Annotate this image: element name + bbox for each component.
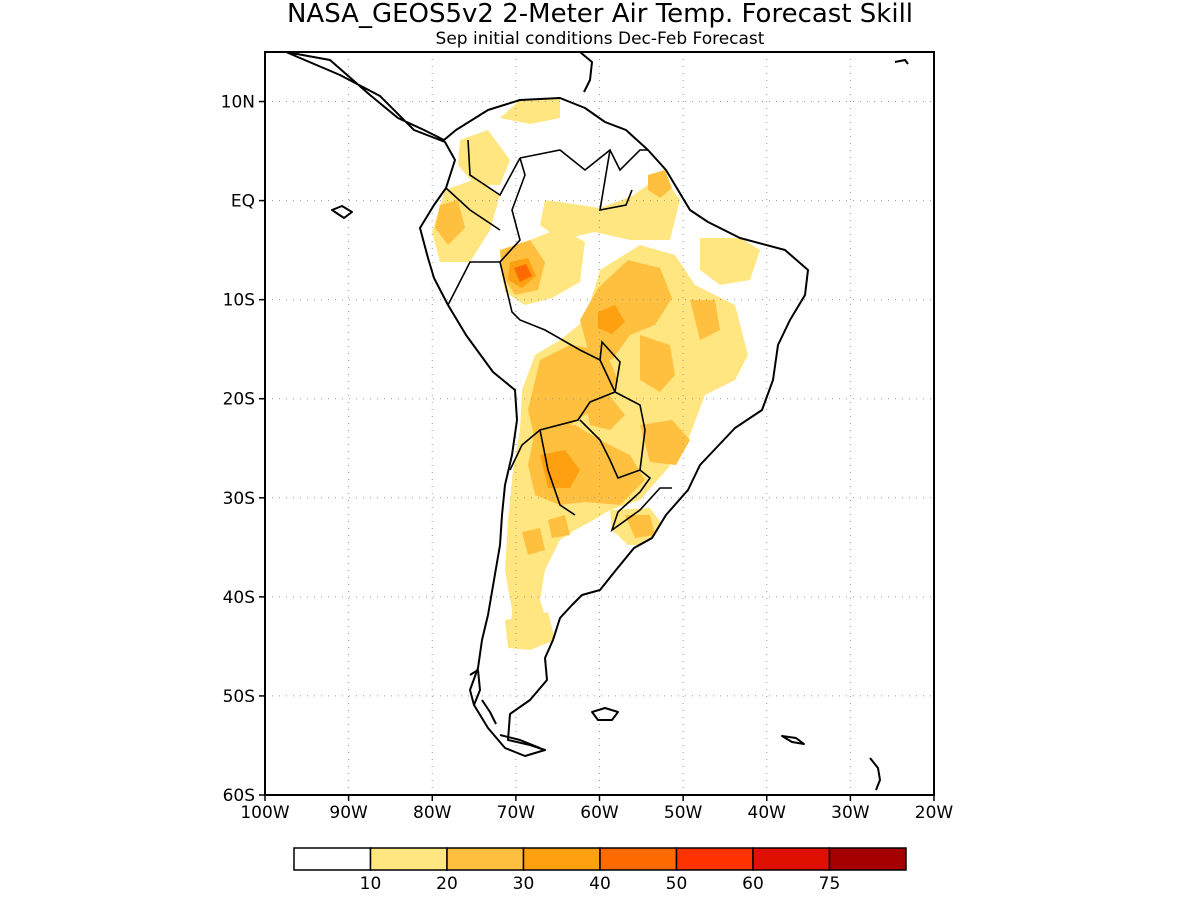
galapagos-islands (331, 205, 353, 219)
map-title: NASA_GEOS5v2 2-Meter Air Temp. Forecast … (287, 0, 913, 29)
colorbar-label: 20 (436, 874, 458, 894)
longitude-axis: 100W 90W 80W 70W 60W 50W 40W 30W 20W (240, 795, 953, 823)
colorbar-legend: 10 20 30 40 50 60 75 (293, 847, 907, 894)
skill-30-40-region (508, 258, 625, 488)
lat-tick-label: 20S (223, 390, 255, 410)
colorbar-label: 60 (742, 874, 764, 894)
lon-tick-label: 60W (580, 803, 619, 823)
lat-tick-label: 60S (223, 786, 255, 806)
colorbar-bin-3 (522, 847, 601, 871)
lat-tick-label: EQ (231, 192, 255, 212)
coastlines-and-borders (285, 51, 909, 791)
lon-tick-label: 80W (413, 803, 452, 823)
skill-40-50-region (514, 264, 532, 282)
skill-shading (340, 52, 760, 650)
skill-10-20-region (340, 52, 760, 650)
colorbar-label: 40 (589, 874, 611, 894)
country-borders (445, 139, 672, 533)
colorbar-bin-2 (446, 847, 525, 871)
lon-tick-label: 90W (329, 803, 368, 823)
lat-tick-label: 30S (223, 489, 255, 509)
lon-tick-label: 50W (664, 803, 703, 823)
lat-tick-label: 10N (221, 93, 255, 113)
colorbar-label: 75 (819, 874, 841, 894)
lat-tick-label: 50S (223, 687, 255, 707)
lat-tick-label: 10S (223, 291, 255, 311)
south-america-coastline (285, 51, 809, 757)
caribbean-coast-fragment (579, 51, 593, 93)
latitude-axis: 10N EQ 10S 20S 30S 40S 50S 60S (221, 93, 265, 806)
cape-verde-fragment (894, 59, 909, 65)
lat-tick-label: 40S (223, 588, 255, 608)
colorbar-bin-5 (675, 847, 754, 871)
lon-tick-label: 70W (497, 803, 536, 823)
colorbar-bin-7 (828, 847, 907, 871)
lon-tick-label: 20W (915, 803, 954, 823)
sandwich-islands (869, 757, 881, 791)
tierra-del-fuego-islands (469, 669, 541, 749)
lon-tick-label: 30W (831, 803, 870, 823)
colorbar-label: 30 (513, 874, 535, 894)
falkland-islands (591, 707, 619, 721)
map-subtitle: Sep initial conditions Dec-Feb Forecast (436, 29, 765, 49)
colorbar-bin-0 (293, 847, 372, 871)
colorbar-bin-4 (599, 847, 678, 871)
colorbar-bin-1 (369, 847, 448, 871)
colorbar-label: 50 (666, 874, 688, 894)
south-georgia (781, 735, 805, 745)
lon-tick-label: 40W (748, 803, 787, 823)
colorbar-label: 10 (360, 874, 382, 894)
colorbar-bin-6 (752, 847, 831, 871)
lon-tick-label: 100W (240, 803, 289, 823)
